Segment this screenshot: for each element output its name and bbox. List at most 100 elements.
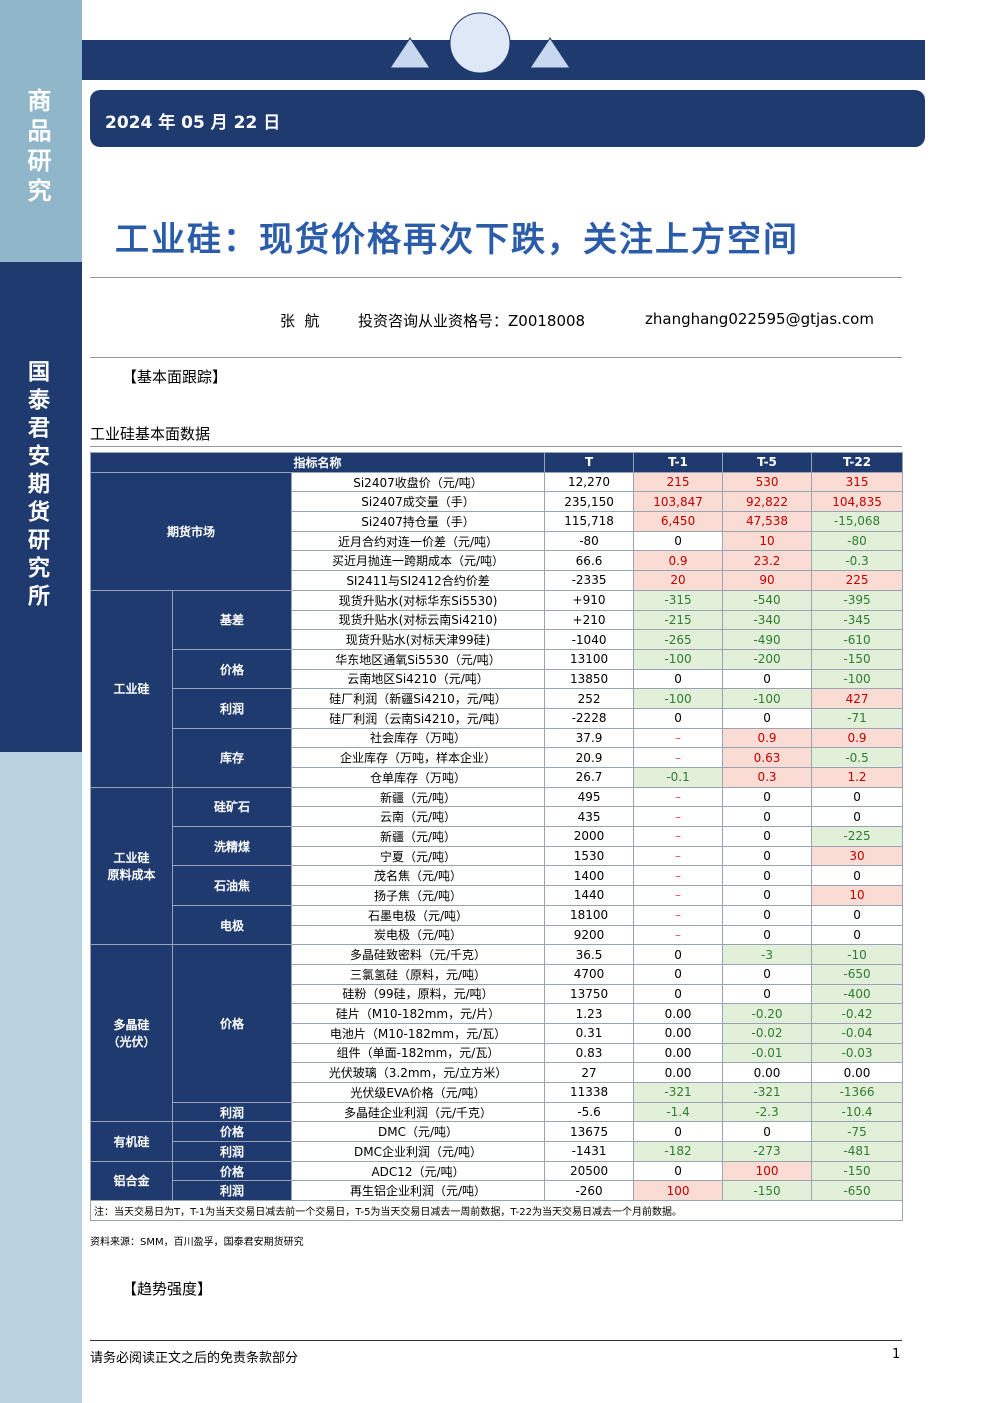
indicator-name: 再生铝企业利润（元/吨） [290,1180,546,1202]
header-row: 指标名称 T T-1 T-5 T-22 [89,452,904,473]
value-cell: -1.4 [633,1101,724,1123]
value-cell: -2.3 [722,1101,813,1123]
value-cell: -182 [633,1141,724,1162]
value-cell: -10 [811,944,904,965]
value-cell: 252 [544,688,635,709]
value-cell: +910 [544,589,635,611]
rule [90,277,902,278]
header-cell: T [544,452,635,473]
value-cell: -100 [633,648,724,670]
value-cell: 0 [722,1121,813,1143]
rule [90,1340,902,1341]
group-label: 工业硅 [90,589,173,788]
indicator-name: 硅厂利润（新疆Si4210，元/吨） [290,688,546,709]
value-cell: -0.42 [811,1003,904,1024]
value-cell: -610 [811,629,904,650]
value-cell: 27 [544,1062,635,1083]
indicator-name: 硅厂利润（云南Si4210，元/吨） [290,707,546,729]
indicator-name: 组件（单面-182mm，元/瓦） [290,1042,546,1064]
value-cell: -215 [633,609,724,631]
value-cell: 1.23 [544,1003,635,1024]
indicator-name: 光伏玻璃（3.2mm，元/立方米） [290,1062,546,1083]
value-cell: 0 [722,963,813,985]
indicator-name: 云南（元/吨） [290,806,546,828]
table-row: 石油焦 茂名焦（元/吨） 1400–0 0 [91,865,904,906]
value-cell: 13675 [544,1121,635,1143]
value-cell: 0.31 [544,1022,635,1044]
subgroup-label: 基差 [172,589,292,650]
value-cell: 0.00 [633,1042,724,1064]
indicator-name: 光伏级EVA价格（元/吨） [290,1082,546,1103]
rule [90,446,902,447]
subgroup-label: 硅矿石 [172,786,292,828]
value-cell: 495 [544,786,635,808]
value-cell: 104,835 [811,491,904,513]
value-cell: -650 [811,1180,904,1202]
value-cell: 100 [722,1160,813,1182]
value-cell: 0 [722,983,813,1005]
value-cell: 530 [722,471,813,493]
value-cell: -0.20 [722,1003,813,1024]
value-cell: 0 [722,826,813,847]
value-cell: -345 [811,609,904,631]
value-cell: 235,150 [544,491,635,513]
indicator-name: 多晶硅致密料（元/千克） [290,944,546,965]
value-cell: -0.03 [811,1042,904,1064]
value-cell: -265 [633,629,724,650]
indicator-name: 宁夏（元/吨） [290,845,546,867]
date-box [90,90,925,147]
value-cell: 0 [633,963,724,985]
value-cell: 30 [811,845,904,867]
value-cell: 1.2 [811,767,904,788]
header-cell: 指标名称 [89,452,546,473]
value-cell: 215 [633,471,724,493]
value-cell: -1040 [544,629,635,650]
value-cell: 0 [811,806,904,828]
value-cell: -2228 [544,707,635,729]
table-row: 价格 华东地区通氧Si5530（元/吨） 13100 -100 -200 -150 [91,648,904,690]
indicator-name: 炭电极（元/吨） [290,924,546,946]
value-cell: -100 [722,688,813,709]
value-cell: 0 [633,668,724,690]
table-row: 铝合金 价格 ADC12（元/吨） 20500 0 100 -150 [90,1160,904,1202]
table-row: 仓单库存（万吨） 26.7 -0.1 0.3 1.2 [91,767,904,788]
value-cell: -80 [811,530,904,552]
author: 张 航 [280,312,320,330]
value-cell: 23.2 [722,550,813,572]
indicator-name: DMC（元/吨） [290,1121,546,1143]
value-cell: -540 [722,589,813,611]
value-cell: 0.00 [722,1062,813,1083]
indicator-name: Si2407成交量（手） [290,491,546,513]
sidebar-bottom [0,752,82,1403]
indicator-name: 近月合约对连一价差（元/吨） [290,530,546,552]
value-cell: -0.3 [811,550,904,572]
value-cell: 10 [722,530,813,552]
value-cell: 1530 [544,845,635,867]
value-cell: 427 [811,688,904,709]
table-row: 期货市场 Si2407收盘价（元/吨） 12,270 215 530 315 [90,471,904,591]
table-row: 现货升贴水(对标天津99硅) -1040 -265 -490 -610 [91,629,904,650]
value-cell: 0.9 [633,550,724,572]
indicator-name: 买近月抛连一跨期成本（元/吨） [290,550,546,572]
subgroup-label: 利润 [172,688,292,729]
value-cell: 0.9 [722,727,813,749]
value-cell: – [633,747,724,768]
disclaimer: 请务必阅读正文之后的免责条款部分 [90,1351,299,1366]
value-cell: -0.04 [811,1022,904,1044]
logo [389,12,571,74]
value-cell: 20 [633,570,724,591]
table-row: Si2407成交量（手） 235,150 103,847 92,822 104,835 [91,491,904,513]
table-row: 硅厂利润（云南Si4210，元/吨） -2228 0 0 -71 [91,707,904,729]
value-cell: 37.9 [544,727,635,749]
subgroup-label: 利润 [172,1101,292,1123]
value-cell: 0 [722,707,813,729]
table-row: 近月合约对连一价差（元/吨） -80 0 10 -80 [91,530,904,552]
value-cell: – [633,924,724,946]
value-cell: 13100 [544,648,635,670]
subgroup-label: 价格 [172,1160,292,1182]
value-cell: – [633,865,724,887]
value-cell: 13750 [544,983,635,1005]
subgroup-label: 价格 [172,648,292,690]
table-row: 企业库存（万吨，样本企业） 20.9–0.63 -0.5 [91,747,904,768]
value-cell: 18100 [544,904,635,926]
